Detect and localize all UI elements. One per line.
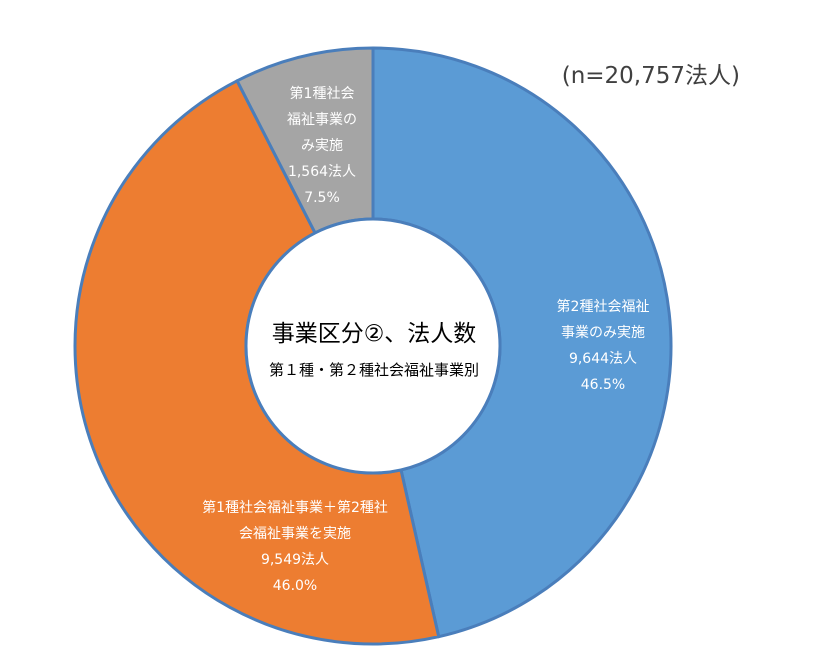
slice-name-line: 第1種社会	[289, 86, 355, 102]
slice-label-type2-only: 第2種社会福祉 事業のみ実施 9,644法人 46.5%	[528, 294, 678, 398]
donut-hole	[244, 217, 502, 475]
slice-label-type1-and-type2: 第1種社会福祉事業＋第2種社 会福祉事業を実施 9,549法人 46.0%	[165, 495, 425, 599]
slice-count: 1,564法人	[287, 164, 357, 180]
chart-subtitle: 第１種・第２種社会福祉事業別	[268, 361, 479, 379]
slice-percent: 46.5%	[580, 377, 626, 393]
slice-name-line: 事業のみ実施	[561, 325, 645, 341]
slice-count: 9,549法人	[260, 552, 330, 568]
slice-name-line: 第2種社会福祉	[556, 299, 650, 315]
total-count-label: (n=20,757法人)	[561, 63, 740, 89]
slice-label-type1-only: 第1種社会 福祉事業の み実施 1,564法人 7.5%	[262, 81, 382, 211]
slice-percent: 7.5%	[304, 190, 340, 206]
chart-title: 事業区分②、法人数	[271, 321, 477, 347]
slice-name-line: み実施	[301, 138, 343, 154]
slice-count: 9,644法人	[568, 351, 638, 367]
slice-name-line: 会福祉事業を実施	[239, 526, 351, 542]
slice-name-line: 第1種社会福祉事業＋第2種社	[202, 500, 388, 516]
slice-percent: 46.0%	[272, 578, 318, 594]
slice-name-line: 福祉事業の	[287, 112, 357, 128]
